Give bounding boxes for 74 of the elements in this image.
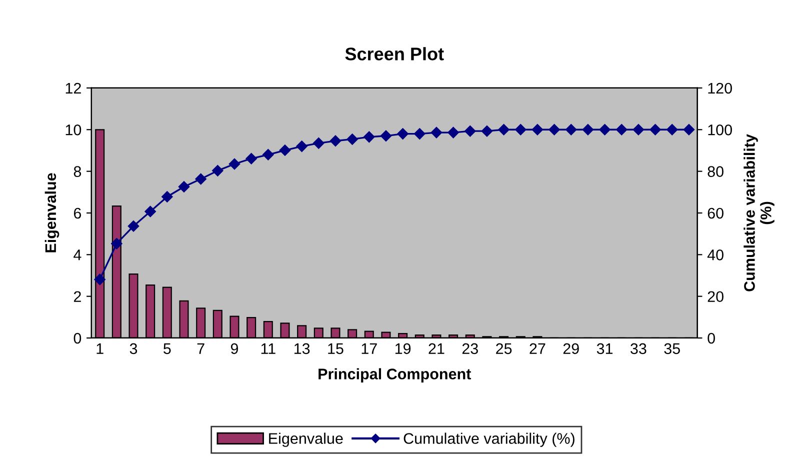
point <box>515 124 526 136</box>
point <box>599 124 610 136</box>
x-tick-label: 5 <box>164 343 171 354</box>
point <box>262 149 274 160</box>
point <box>313 138 324 149</box>
y2-tick-label: 60 <box>708 208 724 219</box>
legend-label: Eigenvalue <box>269 432 343 447</box>
y-tick-label: 8 <box>74 166 82 177</box>
y2-tick-label: 120 <box>708 82 732 94</box>
x-tick-label: 19 <box>395 343 411 354</box>
point <box>111 238 122 250</box>
point <box>397 128 408 140</box>
point <box>195 173 206 185</box>
x-tick-label: 35 <box>664 343 680 354</box>
point <box>178 181 190 192</box>
point <box>498 124 510 136</box>
point <box>94 274 106 286</box>
legend-label: Cumulative variability (%) <box>404 432 574 447</box>
point <box>212 165 224 176</box>
point <box>128 220 140 232</box>
y-tick-label: 6 <box>74 208 82 219</box>
y-tick-label: 10 <box>66 124 82 136</box>
x-axis-title: Principal Component <box>318 368 472 382</box>
point <box>296 140 308 152</box>
point <box>380 130 392 142</box>
x-tick-label: 11 <box>261 343 276 354</box>
point <box>144 206 156 218</box>
x-tick-label: 31 <box>596 343 613 354</box>
x-tick-label: 23 <box>462 343 478 354</box>
y2-tick-label: 100 <box>708 124 732 136</box>
y-tick-label: 0 <box>74 332 82 344</box>
point <box>414 128 426 140</box>
x-tick-label: 7 <box>197 343 204 354</box>
point <box>246 152 257 164</box>
x-tick-label: 25 <box>496 343 512 354</box>
point <box>582 124 594 136</box>
x-tick-label: 27 <box>530 343 546 354</box>
x-tick-label: 1 <box>96 343 104 354</box>
point <box>481 125 493 137</box>
point <box>346 134 358 145</box>
point <box>448 126 459 138</box>
point <box>632 124 644 136</box>
x-tick-label: 15 <box>328 343 344 354</box>
y2-tick-label: 80 <box>708 166 724 177</box>
point <box>364 131 375 143</box>
x-tick-label: 17 <box>362 343 377 354</box>
x-tick-label: 33 <box>630 343 646 354</box>
point <box>666 124 678 136</box>
point <box>162 191 173 202</box>
point <box>548 124 560 136</box>
y2-axis-title: Cumulative variability (%) <box>744 134 774 292</box>
y-tick-label: 12 <box>66 82 81 94</box>
point <box>279 144 291 156</box>
point <box>532 124 544 136</box>
point <box>683 124 695 136</box>
point <box>616 124 628 136</box>
point <box>330 135 342 146</box>
y-tick-label: 4 <box>74 250 82 260</box>
x-tick-label: 21 <box>428 343 444 354</box>
point <box>464 125 476 137</box>
y-tick-label: 2 <box>74 291 81 302</box>
x-tick-label: 9 <box>230 343 238 354</box>
x-tick-label: 13 <box>294 343 310 354</box>
y2-tick-label: 20 <box>708 291 724 302</box>
point <box>430 126 442 138</box>
y-axis-title: Eigenvalue <box>44 173 60 252</box>
point <box>650 124 661 136</box>
y2-tick-label: 0 <box>708 332 715 344</box>
point <box>228 158 240 170</box>
point <box>566 124 577 136</box>
y2-tick-label: 40 <box>707 250 724 260</box>
chart-title: Screen Plot <box>345 47 444 60</box>
x-tick-label: 29 <box>563 343 579 354</box>
x-tick-label: 3 <box>130 343 138 354</box>
